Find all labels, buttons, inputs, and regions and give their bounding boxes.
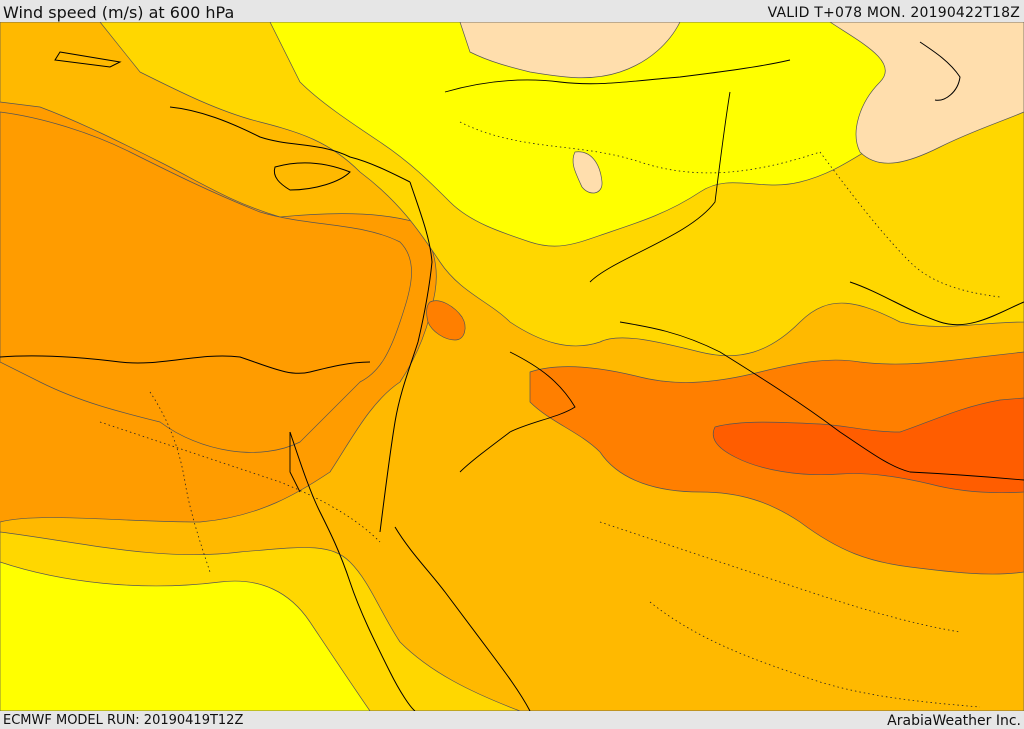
- credit: ArabiaWeather Inc.: [887, 713, 1021, 729]
- red-sea-west-coast: [289, 431, 416, 711]
- crete: [54, 51, 122, 68]
- country-borders: [289, 59, 1024, 493]
- levant-coast: [379, 181, 433, 533]
- egypt-north-coast: [0, 355, 371, 374]
- red-sea-east-coast: [394, 526, 531, 711]
- footer-bar: ECMWF MODEL RUN: 20190419T12Z ArabiaWeat…: [0, 711, 1024, 729]
- border-syria-iraq: [589, 91, 731, 283]
- persian-gulf: [849, 281, 1024, 326]
- border-turkey-syria: [444, 59, 791, 93]
- province-line-6: [149, 391, 211, 573]
- province-line-3: [599, 521, 961, 633]
- province-borders: [99, 121, 1001, 708]
- coastlines: [0, 41, 1024, 711]
- border-iraq-saudi: [619, 321, 1024, 481]
- wind-band-30-35: [712, 397, 1024, 494]
- wind-band-0-5-northeast: [829, 22, 1024, 164]
- wind-speed-map: [0, 22, 1024, 711]
- valid-time: VALID T+078 MON. 20190422T18Z: [767, 5, 1020, 21]
- turkey-south-coast: [169, 106, 411, 183]
- model-run: ECMWF MODEL RUN: 20190419T12Z: [3, 713, 244, 728]
- wind-band-5-10-south: [0, 561, 371, 711]
- wind-band-0-5-patch: [572, 151, 603, 194]
- caspian-west: [919, 41, 961, 101]
- header-bar: Wind speed (m/s) at 600 hPa VALID T+078 …: [0, 0, 1024, 22]
- province-line-1: [459, 121, 821, 174]
- map-svg: [0, 22, 1024, 711]
- wind-band-0-5-northwest: [459, 22, 681, 79]
- border-jordan-saudi: [459, 351, 576, 473]
- map-title: Wind speed (m/s) at 600 hPa: [3, 3, 235, 22]
- wind-band-20-25-west: [0, 111, 412, 453]
- border-egypt-sudan: [289, 432, 301, 493]
- wind-band-25-30-patch: [426, 300, 466, 341]
- cyprus: [273, 162, 351, 191]
